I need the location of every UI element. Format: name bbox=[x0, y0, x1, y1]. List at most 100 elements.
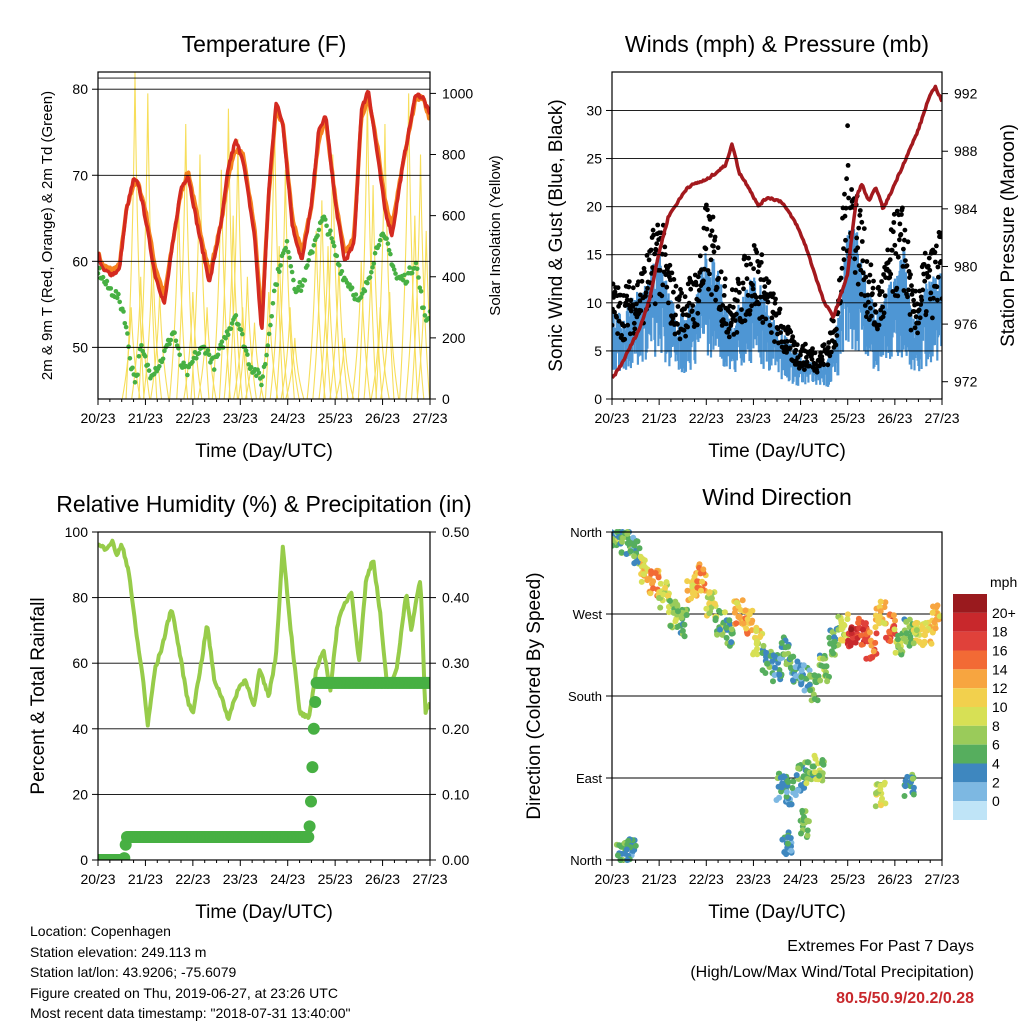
direction-point bbox=[772, 653, 778, 660]
gust-point bbox=[645, 285, 650, 291]
gust-point bbox=[939, 234, 942, 240]
direction-point bbox=[877, 608, 884, 615]
direction-point bbox=[726, 617, 733, 624]
direction-point bbox=[831, 634, 838, 641]
direction-point bbox=[764, 660, 771, 667]
dewpoint-point bbox=[116, 291, 121, 297]
dewpoint-point bbox=[362, 288, 368, 294]
direction-point bbox=[746, 611, 753, 618]
gust-point bbox=[787, 345, 793, 351]
gust-point bbox=[913, 314, 919, 320]
gust-point bbox=[744, 276, 750, 282]
gust-point bbox=[922, 278, 928, 284]
direction-point bbox=[650, 578, 657, 585]
direction-point bbox=[665, 592, 672, 599]
y-tick-label: 80 bbox=[72, 590, 88, 606]
gust-point bbox=[693, 282, 699, 288]
direction-point bbox=[753, 627, 760, 634]
direction-point bbox=[881, 604, 888, 611]
precip-point bbox=[118, 852, 131, 860]
dewpoint-point bbox=[388, 251, 393, 257]
gust-point bbox=[730, 304, 736, 310]
y-tick-label: West bbox=[573, 607, 603, 622]
direction-point bbox=[799, 807, 806, 814]
direction-point bbox=[744, 616, 751, 622]
gust-point bbox=[934, 284, 940, 290]
direction-point bbox=[901, 793, 908, 799]
direction-point bbox=[881, 620, 888, 627]
gust-point bbox=[860, 258, 866, 264]
gust-point bbox=[755, 259, 761, 264]
dewpoint-point bbox=[418, 289, 424, 294]
direction-point bbox=[678, 614, 685, 621]
gust-point bbox=[812, 350, 818, 356]
colorbar-label: 14 bbox=[992, 661, 1008, 677]
gust-point bbox=[769, 330, 774, 335]
colorbar-label: 2 bbox=[992, 774, 1000, 790]
direction-point bbox=[657, 580, 664, 587]
gust-point bbox=[911, 309, 917, 314]
y2-tick-label: 0.20 bbox=[442, 721, 469, 737]
direction-point bbox=[640, 571, 647, 578]
gust-point bbox=[838, 275, 844, 281]
dewpoint-point bbox=[121, 309, 126, 314]
dewpoint-point bbox=[393, 271, 398, 276]
direction-point bbox=[770, 678, 776, 685]
gust-point bbox=[734, 311, 739, 317]
gust-point bbox=[673, 283, 679, 289]
y2-tick-label: 200 bbox=[442, 330, 466, 346]
gust-point bbox=[677, 336, 683, 342]
dewpoint-point bbox=[269, 314, 275, 319]
gust-point bbox=[704, 226, 710, 232]
dewpoint-point bbox=[223, 335, 228, 341]
dewpoint-point bbox=[349, 285, 355, 291]
location-text: Location: Copenhagen bbox=[30, 923, 171, 939]
dewpoint-point bbox=[288, 264, 294, 269]
x-tick-label: 22/23 bbox=[689, 871, 724, 887]
gust-point bbox=[833, 342, 839, 348]
dewpoint-point bbox=[132, 380, 138, 385]
gust-point bbox=[842, 191, 847, 197]
gust-point bbox=[718, 307, 723, 312]
plot-area bbox=[612, 529, 942, 863]
dewpoint-point bbox=[407, 265, 412, 270]
direction-point bbox=[806, 682, 813, 689]
gust-point bbox=[697, 253, 703, 259]
direction-point bbox=[807, 687, 814, 694]
direction-point bbox=[795, 787, 802, 794]
gust-point bbox=[723, 321, 729, 327]
direction-point bbox=[717, 626, 723, 633]
gust-point bbox=[763, 316, 769, 322]
x-tick-label: 25/23 bbox=[830, 871, 865, 887]
dewpoint-point bbox=[384, 236, 389, 241]
dewpoint-point bbox=[190, 359, 195, 365]
gust-point bbox=[930, 315, 935, 321]
gust-point bbox=[695, 310, 701, 316]
gust-point bbox=[864, 314, 869, 320]
gust-point bbox=[736, 281, 742, 287]
direction-point bbox=[811, 696, 818, 702]
x-tick-label: 21/23 bbox=[128, 410, 163, 426]
direction-point bbox=[784, 840, 791, 847]
gust-point bbox=[708, 233, 713, 238]
gust-point bbox=[679, 290, 684, 296]
solar-line bbox=[405, 215, 425, 399]
direction-point bbox=[706, 589, 713, 596]
solar-line bbox=[285, 337, 305, 399]
dewpoint-point bbox=[264, 352, 269, 358]
gust-point bbox=[784, 339, 790, 344]
gust-point bbox=[778, 330, 783, 335]
gust-point bbox=[857, 212, 863, 218]
gust-point bbox=[659, 293, 665, 299]
y-tick-label: 60 bbox=[72, 253, 88, 269]
gust-point bbox=[708, 257, 714, 263]
gust-point bbox=[671, 289, 676, 295]
y-tick-label: 15 bbox=[586, 247, 602, 263]
x-tick-label: 27/23 bbox=[412, 871, 447, 887]
gust-point bbox=[856, 263, 862, 269]
direction-point bbox=[824, 678, 831, 685]
gust-point bbox=[938, 230, 942, 236]
gust-point bbox=[798, 352, 803, 358]
gust-point bbox=[895, 293, 901, 299]
